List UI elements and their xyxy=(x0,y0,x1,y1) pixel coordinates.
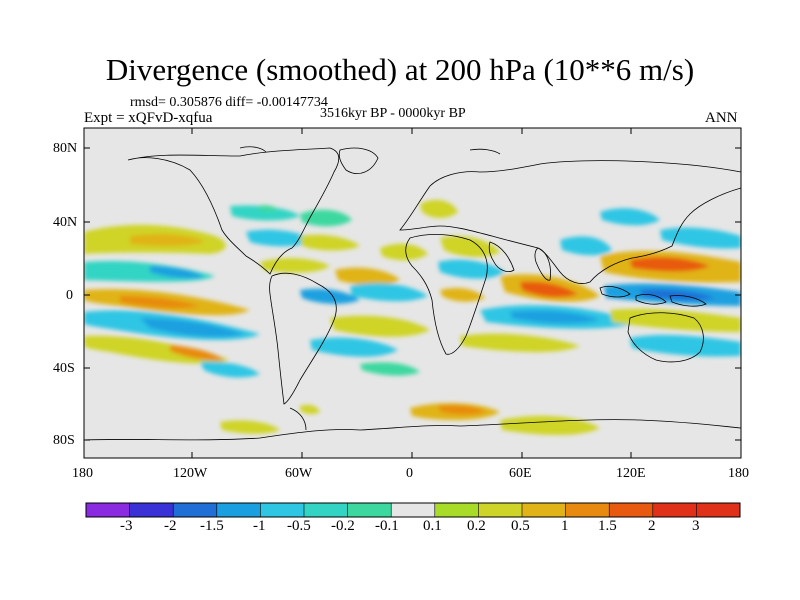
colorbar-label-3: -1 xyxy=(253,518,266,534)
colorbar-swatch-1 xyxy=(129,503,174,517)
colorbar-label-4: -0.5 xyxy=(287,518,311,534)
lon-label-180e: 180 xyxy=(728,466,749,481)
lon-label-60e: 60E xyxy=(509,466,532,481)
lat-label-40n: 40N xyxy=(53,215,78,230)
colorbar-swatch-11 xyxy=(565,503,610,517)
colorbar-swatch-9 xyxy=(478,503,522,517)
colorbar-swatch-14 xyxy=(696,503,740,517)
lat-label-equator: 0 xyxy=(66,288,73,303)
colorbar-frame xyxy=(85,502,741,518)
lon-label-180w: 180 xyxy=(72,466,93,481)
colorbar-swatch-0 xyxy=(86,503,130,517)
axis-ticks xyxy=(84,128,741,458)
colorbar-swatch-2 xyxy=(173,503,217,517)
colorbar-label-6: -0.1 xyxy=(375,518,399,534)
colorbar-label-13: 3 xyxy=(692,518,700,534)
colorbar-label-0: -3 xyxy=(120,518,133,534)
colorbar-swatch-10 xyxy=(522,503,566,517)
colorbar-label-9: 0.5 xyxy=(511,518,530,534)
coastlines xyxy=(84,146,741,441)
lat-label-80n: 80N xyxy=(53,141,78,156)
colorbar-label-5: -0.2 xyxy=(331,518,355,534)
colorbar-label-7: 0.1 xyxy=(423,518,442,534)
colorbar-swatch-6 xyxy=(347,503,392,517)
colorbar-swatch-5 xyxy=(304,503,348,517)
colorbar-swatch-4 xyxy=(260,503,304,517)
colorbar-dividers xyxy=(129,503,697,517)
season-label: ANN xyxy=(705,110,738,126)
colorbar-swatch-13 xyxy=(652,503,697,517)
lat-label-80s: 80S xyxy=(53,433,75,448)
lon-label-120e: 120E xyxy=(616,466,646,481)
rmsd-diff-stats: rmsd= 0.305876 diff= -0.00147734 xyxy=(130,95,328,110)
colorbar-label-11: 1.5 xyxy=(598,518,617,534)
lat-label-40s: 40S xyxy=(53,361,75,376)
colorbar-label-2: -1.5 xyxy=(200,518,224,534)
lon-label-60w: 60W xyxy=(285,466,313,481)
divergence-field xyxy=(84,199,741,435)
colorbar xyxy=(85,502,741,518)
colorbar-swatch-7 xyxy=(391,503,435,517)
colorbar-label-10: 1 xyxy=(561,518,569,534)
colorbar-label-8: 0.2 xyxy=(467,518,486,534)
colorbar-label-12: 2 xyxy=(648,518,656,534)
colorbar-swatch-8 xyxy=(434,503,479,517)
colorbar-swatch-3 xyxy=(216,503,261,517)
plot-title: Divergence (smoothed) at 200 hPa (10**6 … xyxy=(105,52,695,87)
experiment-label: Expt = xQFvD-xqfua xyxy=(84,110,213,126)
time-period-label: 3516kyr BP - 0000kyr BP xyxy=(320,106,466,121)
colorbar-swatch-12 xyxy=(609,503,653,517)
lon-label-120w: 120W xyxy=(173,466,208,481)
lon-label-0: 0 xyxy=(406,466,413,481)
colorbar-label-1: -2 xyxy=(164,518,177,534)
